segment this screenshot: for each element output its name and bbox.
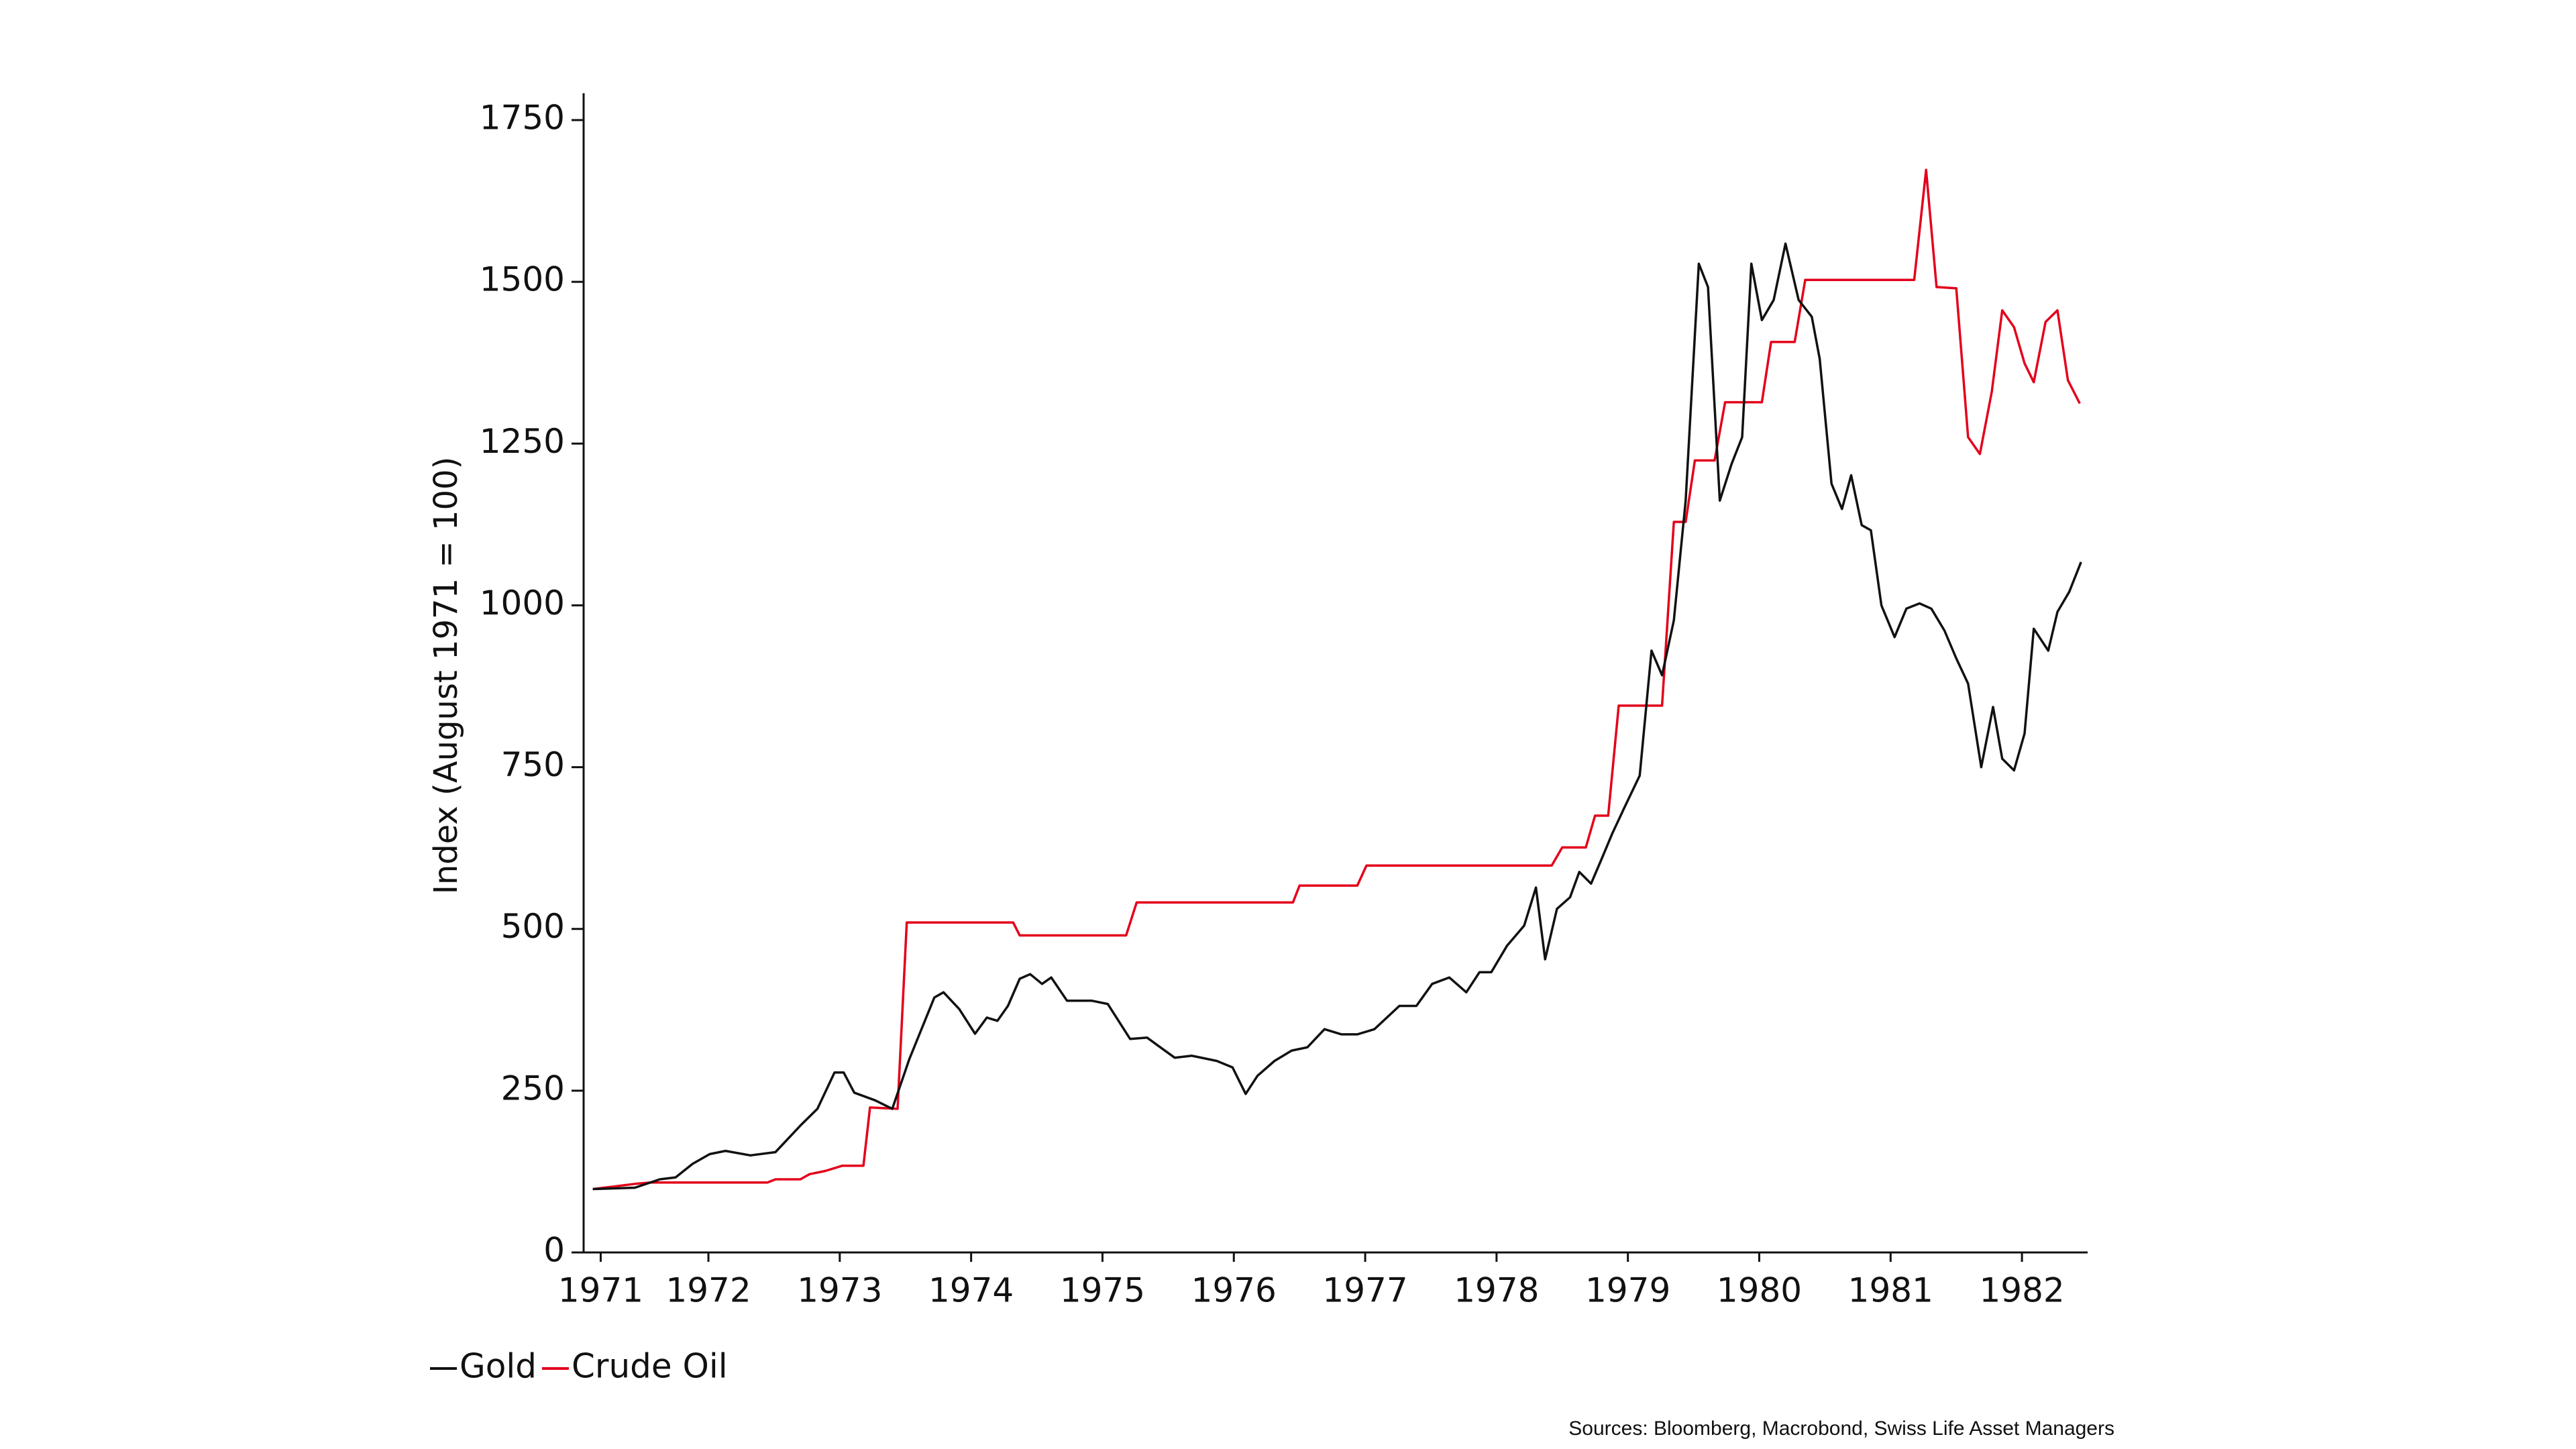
x-tick-label: 1979 [1585, 1271, 1670, 1310]
legend-label: Crude Oil [572, 1347, 728, 1386]
x-tick-label: 1975 [1060, 1271, 1145, 1310]
y-tick-label: 1750 [480, 99, 565, 138]
x-tick-label: 1980 [1717, 1271, 1802, 1310]
legend-label: Gold [460, 1347, 537, 1386]
series-line [592, 242, 2082, 1191]
y-tick-label: 750 [501, 745, 565, 784]
source-note: Sources: Bloomberg, Macrobond, Swiss Lif… [1568, 1417, 2114, 1440]
x-tick-label: 1972 [665, 1271, 751, 1310]
x-tick-label: 1973 [797, 1271, 882, 1310]
y-tick-label: 1500 [480, 260, 565, 299]
x-tick-label: 1971 [558, 1271, 643, 1310]
x-tick-label: 1977 [1322, 1271, 1407, 1310]
y-tick-label: 500 [501, 907, 565, 946]
x-tick-label: 1978 [1454, 1271, 1539, 1310]
y-tick-label: 250 [501, 1069, 565, 1108]
y-tick-label: 1250 [480, 422, 565, 461]
y-tick-label: 1000 [480, 584, 565, 623]
y-axis-title: Index (August 1971 = 100) [427, 457, 465, 895]
x-tick-label: 1982 [1979, 1271, 2064, 1310]
x-tick-label: 1974 [928, 1271, 1014, 1310]
x-tick-label: 1976 [1191, 1271, 1277, 1310]
x-tick-label: 1981 [1848, 1271, 1933, 1310]
series-line [592, 168, 2081, 1191]
y-tick-label: 0 [543, 1231, 565, 1270]
